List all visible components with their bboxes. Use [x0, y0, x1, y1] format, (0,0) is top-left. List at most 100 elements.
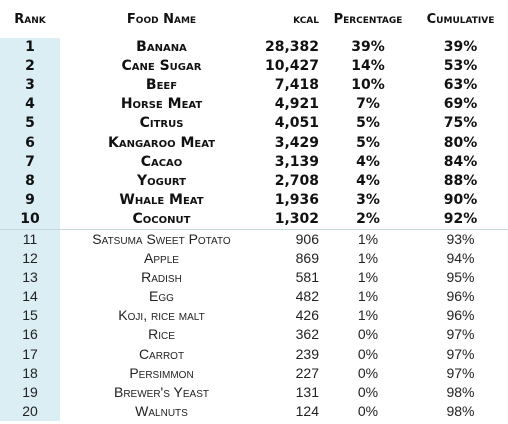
food-name-cell: Coconut [60, 209, 263, 230]
kcal-cell: 4,921 [274, 96, 319, 113]
food-name-cell: Whale Meat [119, 191, 204, 208]
food-name-cell: Walnuts [135, 402, 188, 419]
kcal-cell: 4,051 [274, 115, 319, 132]
kcal-cell: 906 [295, 230, 319, 247]
kcal-cell: 131 [295, 383, 319, 400]
kcal-cell: 482 [295, 288, 319, 305]
table-row: 20 Walnuts 124 0% 98% [0, 401, 508, 421]
table-row: 14 Egg 482 1% 96% [0, 287, 508, 307]
percentage-cell: 0% [357, 364, 379, 381]
food-name-cell: Satsuma Sweet Potato [92, 230, 231, 247]
percentage-cell: 1% [357, 307, 379, 324]
kcal-cell: 3,429 [274, 134, 319, 151]
percentage-cell: 4% [356, 153, 380, 170]
table-row: 9 Whale Meat 1,936 3% 90% [0, 190, 508, 210]
percentage-cell: 2% [323, 209, 413, 230]
table-row: 13 Radish 581 1% 95% [0, 268, 508, 288]
kcal-cell: 3,139 [274, 153, 319, 170]
table-body: 1 Banana 28,382 39% 39% 2 Cane Sugar 10,427 14% 5… [0, 38, 508, 421]
cumulative-cell: 97% [446, 326, 475, 343]
percentage-cell: 7% [356, 96, 380, 113]
percentage-cell: 1% [357, 250, 379, 267]
table-row: 7 Cacao 3,139 4% 84% [0, 152, 508, 172]
table-row: 18 Persimmon 227 0% 97% [0, 363, 508, 383]
food-name-cell: Beef [145, 77, 178, 94]
rank-cell: 8 [0, 171, 60, 191]
food-name-cell: Radish [141, 269, 182, 286]
rank-cell: 12 [0, 249, 60, 269]
cumulative-cell: 90% [443, 191, 478, 208]
cumulative-cell: 98% [446, 383, 475, 400]
kcal-cell: 426 [295, 307, 319, 324]
table-row: 15 Koji, rice malt 426 1% 96% [0, 306, 508, 326]
percentage-cell: 1% [357, 288, 379, 305]
cumulative-cell: 97% [446, 364, 475, 381]
rank-cell: 2 [0, 57, 60, 77]
kcal-cell: 227 [295, 364, 319, 381]
rank-cell: 4 [0, 95, 60, 115]
food-name-cell: Brewer's Yeast [114, 383, 209, 400]
column-header: Food Name [126, 11, 197, 27]
percentage-cell: 14% [351, 58, 385, 75]
percentage-cell: 0% [357, 383, 379, 400]
food-name-cell: Horse Meat [120, 96, 203, 113]
kcal-cell: 124 [295, 402, 319, 419]
cumulative-cell: 39% [443, 39, 478, 56]
rank-cell: 5 [0, 114, 60, 134]
percentage-cell: 5% [356, 134, 380, 151]
cumulative-cell: 94% [446, 250, 475, 267]
food-name-cell: Koji, rice malt [118, 307, 205, 324]
cumulative-cell: 63% [443, 77, 478, 94]
table-row: 11 Satsuma Sweet Potato 906 1% 93% [0, 229, 508, 250]
kcal-cell: 10,427 [264, 58, 319, 75]
rank-cell: 19 [0, 382, 60, 402]
rank-cell: 9 [0, 190, 60, 210]
cumulative-cell: 80% [443, 134, 478, 151]
cumulative-cell: 88% [443, 172, 478, 189]
table-row: 19 Brewer's Yeast 131 0% 98% [0, 382, 508, 402]
percentage-cell: 4% [356, 172, 380, 189]
rank-cell: 6 [0, 133, 60, 153]
cumulative-cell: 84% [443, 153, 478, 170]
kcal-cell: 362 [295, 326, 319, 343]
table-row: 16 Rice 362 0% 97% [0, 325, 508, 345]
table-row: 3 Beef 7,418 10% 63% [0, 76, 508, 96]
cumulative-cell: 93% [446, 230, 475, 247]
table-row: 4 Horse Meat 4,921 7% 69% [0, 95, 508, 115]
cumulative-cell: 95% [446, 269, 475, 286]
percentage-cell: 3% [356, 191, 380, 208]
rank-cell: 3 [0, 76, 60, 96]
table-row: 2 Cane Sugar 10,427 14% 53% [0, 57, 508, 77]
percentage-cell: 5% [356, 115, 380, 132]
rank-cell: 13 [0, 268, 60, 288]
table-row: 8 Yogurt 2,708 4% 88% [0, 171, 508, 191]
percentage-cell: 39% [351, 39, 385, 56]
kcal-cell: 869 [295, 250, 319, 267]
food-name-cell: Kangaroo Meat [107, 134, 216, 151]
food-name-cell: Rice [148, 326, 175, 343]
kcal-cell: 239 [295, 345, 319, 362]
percentage-cell: 0% [357, 326, 379, 343]
table-row: 17 Carrot 239 0% 97% [0, 344, 508, 364]
kcal-cell: 7,418 [274, 77, 319, 94]
cumulative-cell: 96% [446, 307, 475, 324]
rank-cell: 15 [0, 306, 60, 326]
table-row: 10 Coconut 1,302 2% 92% [0, 209, 508, 230]
column-header: kcal [293, 11, 319, 27]
percentage-cell: 10% [351, 77, 385, 94]
food-name-cell: Cacao [140, 153, 183, 170]
kcal-cell: 2,708 [274, 172, 319, 189]
column-header: Cumulative [426, 11, 495, 27]
cumulative-cell: 97% [446, 345, 475, 362]
cumulative-cell: 69% [443, 96, 478, 113]
rank-cell: 14 [0, 287, 60, 307]
table-row: 6 Kangaroo Meat 3,429 5% 80% [0, 133, 508, 153]
rank-cell: 1 [0, 38, 60, 58]
header-row: Rank Food Name kcal Percentage Cumulativ… [0, 0, 508, 38]
percentage-cell: 1% [357, 269, 379, 286]
food-name-cell: Citrus [139, 115, 184, 132]
kcal-cell: 1,302 [263, 209, 323, 230]
cumulative-cell: 75% [443, 115, 478, 132]
